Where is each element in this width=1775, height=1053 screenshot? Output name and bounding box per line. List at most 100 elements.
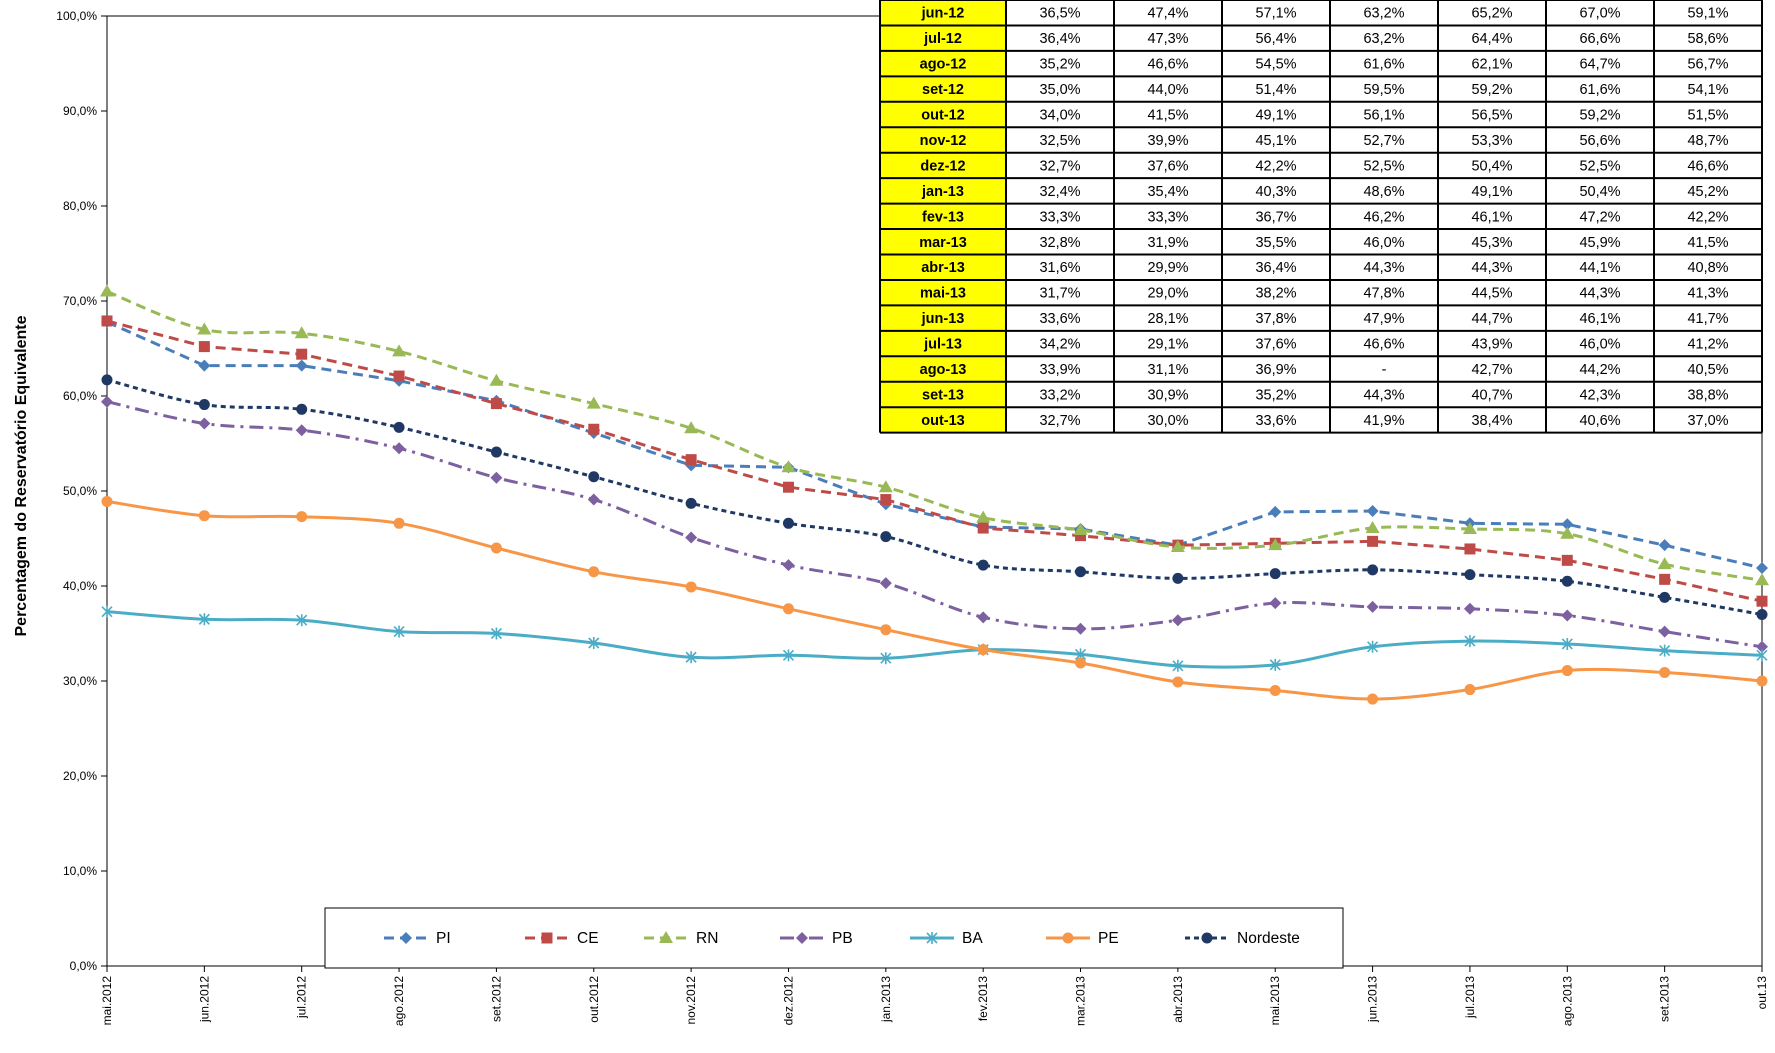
data-point-pb <box>1269 597 1282 610</box>
table-cell: 35,2% <box>1255 387 1296 403</box>
table-cell: 37,6% <box>1147 158 1188 174</box>
table-cell: 45,1% <box>1255 133 1296 149</box>
data-point-pe <box>685 581 697 593</box>
series-line-ba <box>106 610 1763 669</box>
table-cell: 49,1% <box>1471 184 1512 200</box>
legend-label-pe: PE <box>1098 930 1119 947</box>
table-cell: 56,5% <box>1471 108 1512 124</box>
data-point-nordeste <box>685 497 697 509</box>
data-point-pb <box>1756 640 1768 653</box>
data-point-rn <box>1657 557 1672 570</box>
x-tick-label: jun.2012 <box>197 976 211 1023</box>
data-point-rn <box>1462 522 1477 534</box>
data-point-pi <box>198 359 211 372</box>
table-cell: 29,1% <box>1147 337 1188 353</box>
data-point-nordeste <box>880 531 892 543</box>
table-cell: 32,7% <box>1039 158 1080 174</box>
x-tick-label: dez.2012 <box>781 976 795 1026</box>
table-month-cell <box>880 203 1006 230</box>
x-tick-label: mai.2013 <box>1268 976 1282 1026</box>
table-cell: 44,3% <box>1363 387 1404 403</box>
table-cell: 33,9% <box>1039 362 1080 378</box>
data-point-pi <box>1658 539 1671 552</box>
table-cell: 59,5% <box>1363 82 1404 98</box>
data-point-pe <box>1172 676 1184 688</box>
table-cell: 56,1% <box>1363 108 1404 124</box>
data-point-rn <box>100 284 114 297</box>
table-month-label: jul-12 <box>923 31 962 47</box>
data-point-pe <box>782 603 794 615</box>
table-month-label: set-13 <box>922 387 964 403</box>
data-point-pe <box>393 517 405 529</box>
series-nordeste <box>101 374 1768 620</box>
table-cell: 32,4% <box>1039 184 1080 200</box>
table-background <box>880 0 1762 433</box>
table-cell: 39,9% <box>1147 133 1188 149</box>
data-point-nordeste <box>1464 569 1476 581</box>
data-point-ce <box>1561 554 1573 566</box>
x-tick-label: out.13 <box>1755 976 1769 1010</box>
data-point-pe <box>880 624 892 636</box>
table-cell: 36,4% <box>1255 260 1296 276</box>
table-month-label: jul-13 <box>923 337 962 353</box>
table-cell: 40,5% <box>1687 362 1728 378</box>
table-month-label: dez-12 <box>920 158 965 174</box>
table-cell: 45,2% <box>1687 184 1728 200</box>
data-point-pe <box>1659 666 1671 678</box>
y-tick-label: 100,0% <box>56 9 97 23</box>
data-point-pi <box>1269 505 1282 518</box>
table-cell: 46,0% <box>1363 235 1404 251</box>
table-month-cell <box>880 229 1006 255</box>
table-cell: 47,2% <box>1579 209 1620 225</box>
table-cell: 36,7% <box>1255 209 1296 225</box>
data-point-pb <box>1074 622 1087 635</box>
data-point-rn <box>976 510 991 523</box>
table-cell: 66,6% <box>1579 31 1620 47</box>
table-cell: 35,5% <box>1255 235 1296 251</box>
table-month-cell <box>880 279 1006 306</box>
data-point-pe <box>101 495 113 507</box>
table-month-label: fev-13 <box>922 209 964 225</box>
table-month-label: out-13 <box>921 413 965 429</box>
data-point-rn <box>781 460 796 473</box>
table-month-cell <box>880 0 1006 26</box>
data-point-pe <box>588 566 600 578</box>
table-month-label: nov-12 <box>920 133 967 149</box>
legend-marker-pb <box>796 932 808 944</box>
table-cell: 36,5% <box>1039 6 1080 22</box>
data-point-pb <box>1463 602 1476 615</box>
table-month-cell <box>880 101 1006 128</box>
table-cell: 47,4% <box>1147 6 1188 22</box>
legend-label-ce: CE <box>577 930 599 947</box>
data-point-pb <box>101 395 113 408</box>
table-cell: 46,0% <box>1579 337 1620 353</box>
table-cell: 58,6% <box>1687 31 1728 47</box>
table-month-cell <box>880 330 1006 357</box>
series-pe <box>101 495 1768 705</box>
data-point-rn <box>489 373 504 386</box>
table-cell: 54,5% <box>1255 57 1296 73</box>
data-point-ce <box>1075 530 1087 542</box>
table-month-label: jun-12 <box>921 6 965 22</box>
series-pb <box>101 395 1768 653</box>
table-cell: 51,5% <box>1687 108 1728 124</box>
table-cell: 56,6% <box>1579 133 1620 149</box>
table-cell: 40,7% <box>1471 387 1512 403</box>
table-cell: 41,7% <box>1687 311 1728 327</box>
y-axis-label: Percentagem do Reservatório Equivalente <box>13 315 30 636</box>
data-point-ba <box>685 651 697 664</box>
data-point-pb <box>393 442 406 455</box>
table-month-label: mar-13 <box>919 235 967 251</box>
data-point-ce <box>1756 595 1768 607</box>
table-cell: 38,8% <box>1687 387 1728 403</box>
table-cell: 53,3% <box>1471 133 1512 149</box>
data-point-pe <box>977 644 989 656</box>
data-point-ba <box>1172 659 1184 672</box>
table-cell: 29,9% <box>1147 260 1188 276</box>
table-cell: 45,9% <box>1579 235 1620 251</box>
data-point-rn <box>294 326 309 339</box>
table-month-label: set-12 <box>922 82 964 98</box>
data-point-ba <box>101 605 113 618</box>
table-month-label: ago-13 <box>920 362 967 378</box>
data-point-pb <box>977 611 990 624</box>
